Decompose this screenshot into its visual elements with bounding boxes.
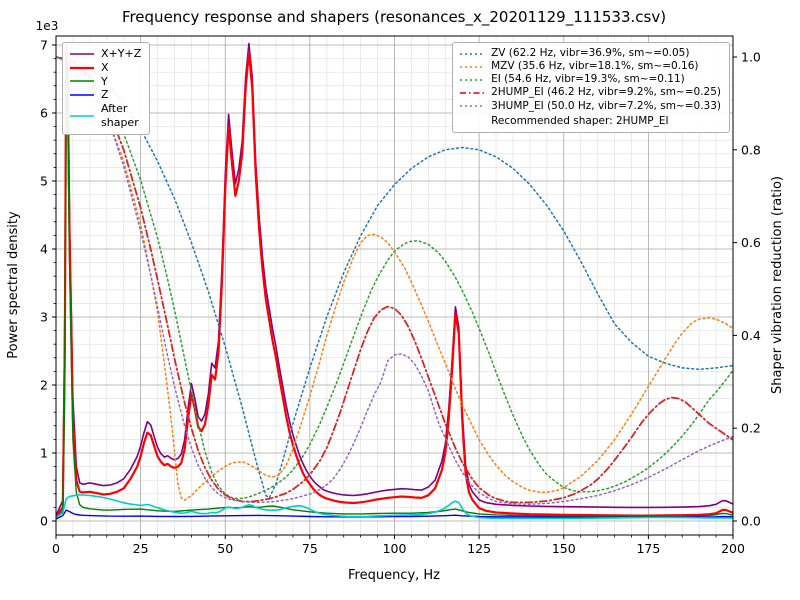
series-layer — [56, 42, 733, 520]
axis-offset-text: 1e3 — [36, 19, 59, 33]
y-right-tick-label: 0.8 — [741, 142, 761, 157]
legend-line-sample — [460, 105, 485, 107]
y-axis-label-right: Shaper vibration reduction (ratio) — [770, 176, 785, 394]
legend-entry-label: 2HUMP_EI (46.2 Hz, vibr=9.2%, sm~=0.25) — [491, 86, 721, 99]
legend-line-sample — [460, 92, 485, 94]
legend-entry-label: Z — [101, 88, 109, 102]
legend-entry-label: X — [101, 60, 109, 74]
y-left-tick-label: 3 — [40, 309, 48, 324]
curve-zv — [56, 56, 733, 499]
legend-line-sample — [70, 66, 94, 69]
chart-title: Frequency response and shapers (resonanc… — [122, 8, 666, 27]
x-tick-label: 25 — [133, 541, 149, 556]
legend-entry: EI (54.6 Hz, vibr=19.3%, sm~=0.11) — [459, 73, 721, 86]
legend-shapers: ZV (62.2 Hz, vibr=36.9%, sm~=0.05) MZV (3… — [452, 42, 730, 133]
recommended-shaper-text: Recommended shaper: 2HUMP_EI — [491, 114, 669, 127]
y-axis-label-left: Power spectral density — [6, 211, 21, 359]
legend-entry: Z — [69, 88, 141, 102]
legend-entry: ZV (62.2 Hz, vibr=36.9%, sm~=0.05) — [459, 47, 721, 60]
legend-line-sample — [70, 114, 94, 117]
legend-entry-label: After shaper — [101, 102, 139, 129]
chart-layer: 0 25 50 75 100 125 150 175 200 0 1 2 3 4 5 6 7 0.0 0.2 0.4 0… — [40, 35, 761, 556]
x-tick-label: 175 — [636, 541, 660, 556]
x-tick-label: 150 — [552, 541, 576, 556]
legend-line-sample — [460, 65, 485, 68]
legend-entry: 2HUMP_EI (46.2 Hz, vibr=9.2%, sm~=0.25) — [459, 86, 721, 99]
x-tick-label: 200 — [721, 541, 745, 556]
legend-entry: X+Y+Z — [69, 47, 141, 61]
y-left-tick-label: 7 — [40, 37, 48, 52]
curve-mzv — [56, 56, 733, 501]
y-right-tick-label: 0.0 — [741, 513, 761, 528]
y-right-tick-label: 0.4 — [741, 328, 761, 343]
legend-line-sample — [70, 94, 94, 96]
legend-entry-label: MZV (35.6 Hz, vibr=18.1%, sm~=0.16) — [491, 60, 699, 73]
curve-hump3 — [56, 56, 733, 506]
legend-entry: Y — [69, 75, 141, 89]
y-right-tick-label: 0.2 — [741, 421, 761, 436]
y-right-tick-label: 1.0 — [741, 50, 761, 65]
legend-entry-label: EI (54.6 Hz, vibr=19.3%, sm~=0.11) — [491, 73, 685, 86]
legend-footer: Recommended shaper: 2HUMP_EI — [459, 115, 721, 128]
curve-y — [56, 71, 733, 519]
legend-line-sample — [70, 80, 94, 83]
y-right-tick-label: 0.6 — [741, 235, 761, 250]
curve-x — [56, 50, 733, 519]
x-tick-label: 100 — [383, 541, 407, 556]
legend-entry-label: X+Y+Z — [101, 47, 142, 60]
legend-entry: X — [69, 61, 141, 75]
curve-z — [56, 509, 733, 520]
curve-after — [56, 493, 733, 520]
curve-sum — [56, 42, 733, 517]
legend-entry-label: 3HUMP_EI (50.0 Hz, vibr=7.2%, sm~=0.33) — [491, 99, 721, 112]
legend-line-sample — [460, 52, 485, 55]
legend-entry: 3HUMP_EI (50.0 Hz, vibr=7.2%, sm~=0.33) — [459, 100, 721, 113]
legend-entry-label: ZV (62.2 Hz, vibr=36.9%, sm~=0.05) — [491, 47, 690, 59]
legend-entry: MZV (35.6 Hz, vibr=18.1%, sm~=0.16) — [459, 60, 721, 73]
y-left-tick-label: 0 — [40, 513, 48, 528]
y-left-tick-label: 1 — [40, 445, 48, 460]
y-left-tick-label: 4 — [40, 241, 48, 256]
legend-entry-label: Y — [101, 74, 108, 88]
x-tick-label: 0 — [52, 541, 60, 556]
y-left-tick-label: 2 — [40, 377, 48, 392]
legend-entry: After shaper — [69, 102, 141, 130]
curve-hump2 — [56, 56, 733, 504]
x-tick-label: 125 — [467, 541, 491, 556]
y-left-tick-label: 6 — [40, 105, 48, 120]
x-tick-label: 75 — [302, 541, 318, 556]
curve-ei — [56, 56, 733, 500]
legend-psd: X+Y+Z X Y Z After shaper — [62, 42, 151, 135]
y-left-tick-label: 5 — [40, 173, 48, 188]
x-tick-label: 50 — [217, 541, 233, 556]
x-axis-label: Frequency, Hz — [348, 568, 440, 583]
legend-line-sample — [70, 53, 94, 55]
legend-line-sample — [460, 79, 485, 81]
